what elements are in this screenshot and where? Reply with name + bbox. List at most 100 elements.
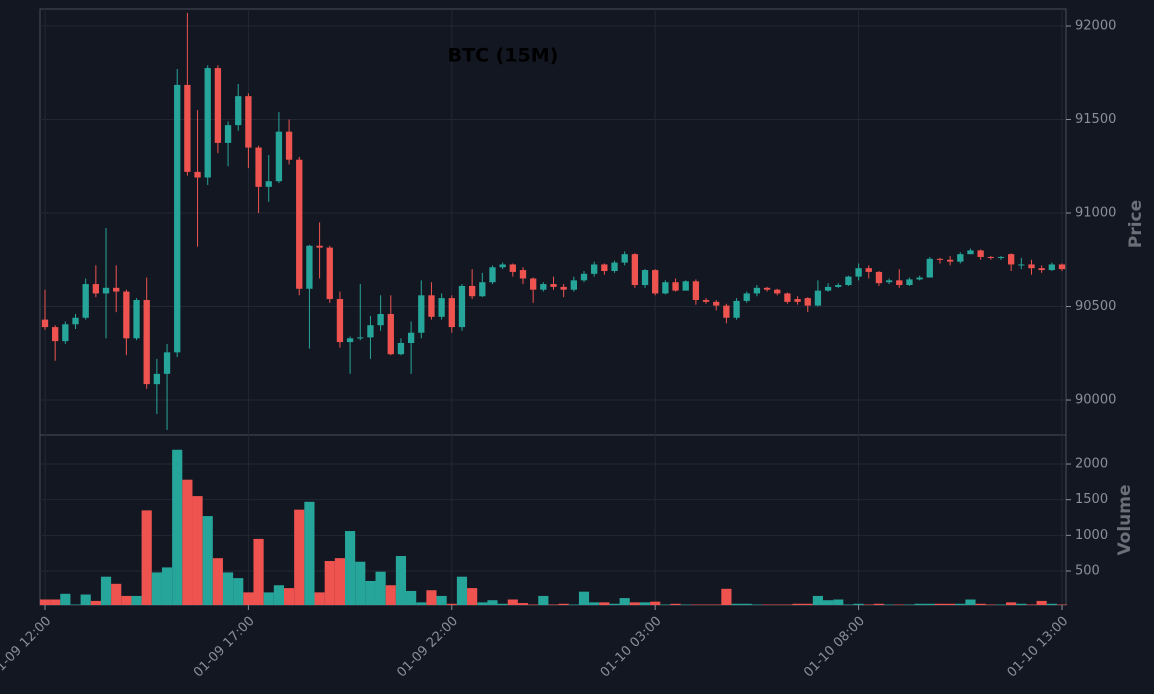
candle-body [224,125,232,143]
candle-body [794,299,801,302]
volume-bar [823,600,834,605]
volume-bar [599,602,610,605]
candle-body [265,181,272,187]
volume-bar [345,531,356,605]
volume-bar [243,592,254,605]
volume-bar [222,572,234,605]
y-tick-label: 2000 [1075,457,1108,472]
volume-bar [589,602,600,605]
volume-bar [416,602,427,605]
candle-body [163,352,171,374]
candle-body [377,314,384,326]
candle-body [82,284,89,318]
volume-bar [517,603,529,605]
volume-bar [60,593,71,605]
candle-body [143,299,150,385]
candle-body [418,295,425,333]
volume-bar [324,561,335,605]
candle-body [530,278,537,290]
candle-body [255,147,262,187]
candle-body [102,287,110,294]
candle-body [723,305,730,318]
y-tick-label: 92000 [1075,19,1116,34]
candle-body [214,68,222,143]
volume-bar [934,603,946,605]
candle-body [306,245,313,289]
candle-body [357,337,364,339]
volume-bar [304,501,315,605]
candle-body [774,289,781,294]
candle-body [550,284,557,287]
volume-bar [111,583,122,605]
volume-bar [812,595,824,605]
volume-bar [273,585,284,605]
candle-body [1007,254,1015,265]
volume-bar [314,592,325,605]
volume-bar [650,601,661,605]
volume-bar [507,599,518,605]
candle-body [316,245,323,248]
candle-body [184,84,191,172]
volume-bar [385,585,396,605]
candle-body [62,324,69,342]
candle-body [153,373,161,385]
candle-body [641,270,649,286]
volume-bar [39,599,51,605]
candle-body [245,96,252,148]
volume-bar [172,449,183,605]
volume-bar [914,603,925,605]
x-tick-label: 01-09 17:00 [191,614,258,681]
candle-body [916,277,923,280]
volume-bar [721,588,732,605]
volume-bar [121,595,132,605]
candle-body [987,256,994,258]
volume-bar [731,603,742,605]
candle-body [936,258,944,260]
candle-body [499,264,506,268]
y-tick-label: 1000 [1075,528,1108,543]
candle-body [743,293,750,301]
candle-body [957,254,964,262]
candle-body [611,262,618,271]
candle-body [1058,264,1066,270]
volume-bar [802,603,813,605]
volume-bar [161,567,173,605]
candle-body [285,131,293,160]
volume-bar [253,538,264,605]
y-tick-label: 91000 [1075,206,1116,221]
volume-bar [578,591,590,605]
candle-body [336,299,344,343]
volume-bar [639,602,651,605]
volume-bar [406,590,417,605]
candle-body [1018,264,1025,266]
volume-bar [334,558,346,605]
candle-body [906,279,913,286]
candle-body [570,280,577,290]
volume-bar [151,572,162,605]
candle-body [814,290,822,306]
volume-bar [436,595,447,605]
volume-bar [619,598,630,605]
volume-bar [131,595,142,605]
volume-bar [212,558,223,605]
candle-body [621,254,628,263]
candle-body [428,295,435,317]
volume-bar [192,496,203,605]
candle-body [1028,264,1035,269]
volume-bar [558,603,569,605]
candle-body [438,298,445,317]
candle-body [835,285,842,287]
volume-bar [609,603,620,605]
volume-bar [90,600,101,605]
candle-body [407,332,415,343]
candle-body [519,270,527,279]
candle-body [448,298,455,328]
candle-body [113,287,120,292]
volume-bar [182,479,193,605]
volume-bar [487,600,498,605]
y-tick-label: 90500 [1075,299,1116,314]
volume-axis-label: Volume [1115,484,1135,555]
candle-body [733,300,740,318]
candle-body [702,299,710,302]
volume-bar [426,590,437,605]
